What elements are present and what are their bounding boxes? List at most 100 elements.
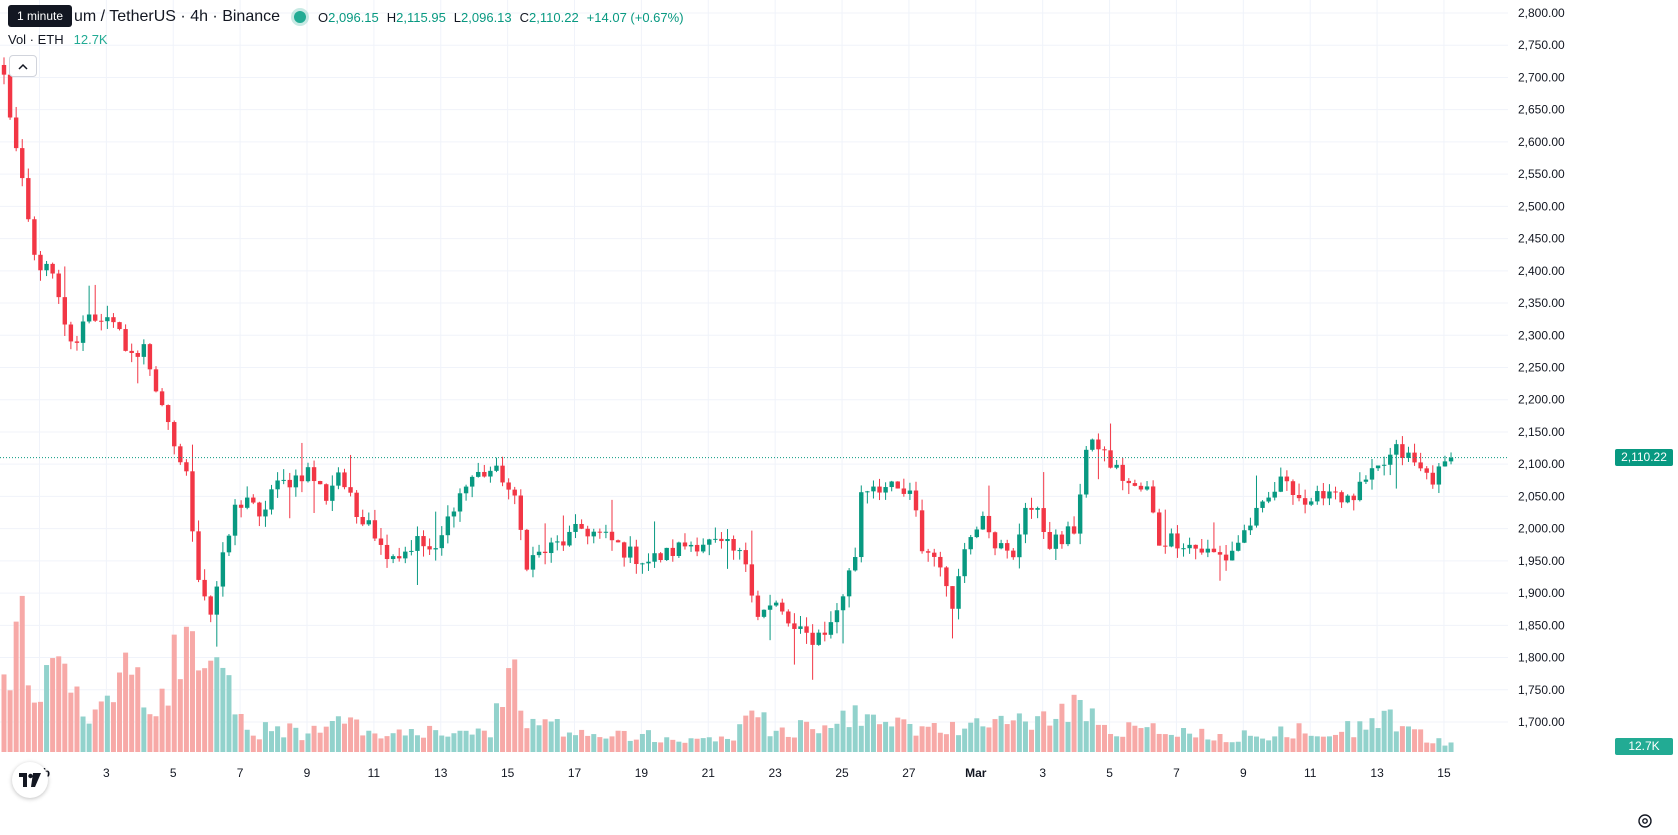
volume-bar	[360, 735, 366, 752]
candle-body	[792, 623, 797, 629]
candle-body	[1011, 550, 1016, 558]
time-tick-label: 5	[170, 766, 177, 780]
volume-bar	[1296, 723, 1302, 752]
time-axis[interactable]: Feb3579111315171921232527Mar3579111315	[29, 766, 1451, 780]
candle-body	[1254, 507, 1259, 526]
volume-bar	[1077, 699, 1083, 752]
candle-body	[986, 515, 992, 533]
volume-bar	[1053, 718, 1059, 752]
candle-body	[390, 556, 396, 560]
volume-bar	[37, 701, 43, 752]
volume-bar	[907, 724, 913, 752]
volume-bar	[968, 722, 974, 752]
market-status-icon[interactable]	[294, 11, 307, 23]
candle-body	[476, 471, 481, 477]
volume-bar	[1150, 723, 1156, 752]
candle-body	[1381, 464, 1387, 466]
volume-bar	[74, 686, 80, 752]
price-tick-label: 1,850.00	[1518, 618, 1565, 632]
candle-body	[573, 523, 578, 532]
candle-body	[135, 352, 140, 357]
candle-body	[907, 490, 913, 494]
candle-body	[20, 148, 25, 179]
price-tick-label: 2,000.00	[1518, 522, 1565, 536]
candle-body	[44, 263, 49, 271]
volume-bar	[700, 738, 706, 752]
candle-body	[62, 297, 67, 325]
time-tick-label: 11	[1304, 766, 1317, 780]
candles	[1, 57, 1454, 680]
candle-body	[415, 536, 420, 551]
price-tick-label: 2,500.00	[1518, 199, 1565, 213]
price-axis[interactable]: 2,800.00 2,750.00 2,700.00 2,650.00 2,600.00…	[1518, 6, 1565, 729]
volume-bar	[226, 675, 232, 752]
volume-bar	[445, 736, 451, 752]
volume-bar	[80, 716, 86, 752]
volume-bar	[1193, 737, 1199, 752]
candle-body	[99, 320, 104, 322]
volume-bar	[189, 631, 195, 752]
price-tick-label: 2,150.00	[1518, 425, 1565, 439]
volume-bar	[518, 710, 524, 752]
candle-body	[184, 462, 189, 472]
candle-body	[7, 74, 13, 118]
candle-body	[1309, 501, 1314, 505]
candle-body	[117, 322, 122, 330]
gear-icon[interactable]	[1636, 812, 1654, 830]
symbol-title[interactable]: um / TetherUS · 4h · Binance	[74, 8, 281, 25]
volume-legend: Vol · ETH 12.7K	[8, 32, 108, 47]
candle-body	[202, 579, 207, 597]
candle-body	[1120, 464, 1125, 481]
candle-body	[895, 481, 900, 489]
volume-bar	[1016, 713, 1022, 752]
time-tick-label: 7	[1173, 766, 1180, 780]
candle-body	[482, 471, 487, 477]
candle-body	[220, 552, 226, 587]
candle-body	[1071, 526, 1077, 534]
volume-bar	[1162, 734, 1168, 752]
volume-bar	[931, 723, 937, 752]
collapse-legend-button[interactable]	[9, 55, 37, 77]
candle-body	[1369, 468, 1375, 480]
volume-legend-label[interactable]: Vol · ETH	[8, 32, 64, 47]
candle-body	[883, 487, 888, 493]
volume-bar	[31, 702, 37, 752]
candle-body	[834, 610, 840, 623]
volume-bar	[676, 741, 682, 752]
candle-body	[56, 273, 61, 298]
candle-body	[439, 535, 444, 549]
candle-body	[159, 391, 165, 406]
volume-bar	[852, 705, 858, 752]
volume-bar	[171, 634, 177, 752]
candle-body	[1448, 457, 1454, 462]
volume-bar	[220, 667, 226, 752]
candle-body	[245, 497, 250, 508]
volume-bar	[1223, 742, 1229, 752]
volume-bar	[761, 712, 767, 752]
candle-body	[330, 485, 335, 501]
volume-bar	[1095, 724, 1101, 752]
volume-bar	[609, 736, 615, 752]
volume-bar	[1199, 728, 1205, 752]
candle-body	[293, 475, 299, 488]
volume-bar	[737, 724, 743, 752]
time-tick-label: 7	[237, 766, 244, 780]
candle-body	[165, 405, 171, 423]
price-tick-label: 2,350.00	[1518, 296, 1565, 310]
candle-body	[275, 480, 280, 490]
candle-body	[719, 538, 724, 542]
tradingview-logo[interactable]	[12, 762, 48, 798]
candle-body	[1005, 543, 1010, 551]
tradingview-logo-icon	[19, 773, 41, 787]
volume-bar	[1424, 742, 1430, 752]
candle-body	[1388, 454, 1393, 465]
volume-bar	[1004, 724, 1010, 752]
volume-bar	[1217, 734, 1223, 752]
candle-body	[688, 544, 694, 547]
candle-body	[123, 329, 128, 351]
volume-bar	[147, 714, 153, 752]
candle-body	[1321, 491, 1326, 499]
candle-body	[451, 511, 457, 517]
volume-bar	[1138, 728, 1144, 752]
